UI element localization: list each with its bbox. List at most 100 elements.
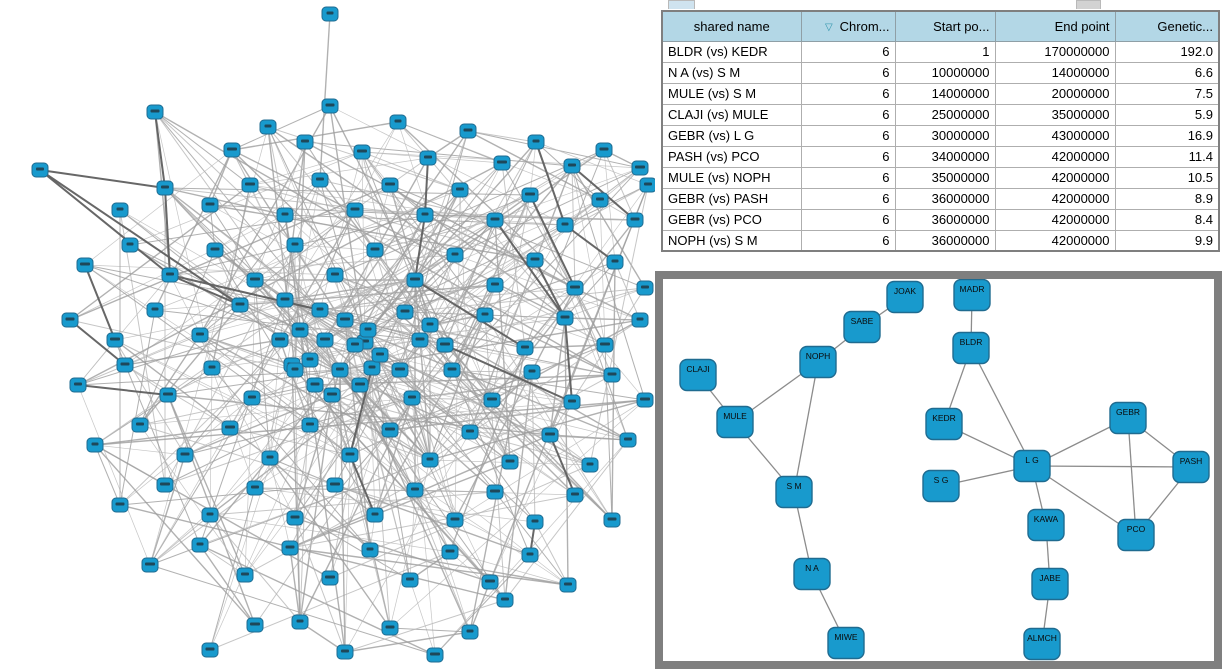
network-node[interactable] bbox=[521, 187, 539, 203]
network-edge[interactable] bbox=[289, 461, 511, 549]
network-node[interactable] bbox=[406, 482, 424, 498]
network-edge[interactable] bbox=[534, 259, 566, 319]
network-edge[interactable] bbox=[139, 397, 413, 426]
network-edge[interactable] bbox=[94, 399, 646, 446]
network-node-bldr[interactable]: BLDR bbox=[952, 331, 990, 365]
network-node[interactable] bbox=[526, 252, 544, 268]
network-node[interactable] bbox=[596, 337, 614, 353]
network-node[interactable] bbox=[361, 542, 379, 558]
network-node[interactable] bbox=[476, 307, 494, 323]
network-node[interactable] bbox=[176, 447, 194, 463]
network-edge[interactable] bbox=[331, 184, 391, 396]
network-node[interactable] bbox=[261, 450, 279, 466]
table-cell[interactable]: PASH (vs) PCO bbox=[661, 145, 802, 168]
network-edge[interactable] bbox=[289, 547, 301, 623]
table-cell[interactable]: 14000000 bbox=[894, 82, 996, 105]
node-shape[interactable] bbox=[1013, 449, 1051, 483]
network-node[interactable] bbox=[451, 182, 469, 198]
network-node-l-g[interactable]: L G bbox=[1013, 449, 1051, 483]
column-header-genetic-[interactable]: Genetic... bbox=[1114, 10, 1220, 42]
network-edge[interactable] bbox=[69, 214, 286, 321]
table-cell[interactable]: BLDR (vs) KEDR bbox=[661, 40, 802, 63]
network-node[interactable] bbox=[156, 477, 174, 493]
network-node[interactable] bbox=[566, 280, 584, 296]
network-edge[interactable] bbox=[451, 284, 496, 371]
node-shape[interactable] bbox=[886, 280, 924, 314]
network-node[interactable] bbox=[419, 150, 437, 166]
network-edge[interactable] bbox=[424, 157, 429, 216]
network-edge[interactable] bbox=[331, 394, 431, 461]
network-node[interactable] bbox=[389, 114, 407, 130]
network-edge[interactable] bbox=[334, 194, 531, 276]
network-node[interactable] bbox=[421, 452, 439, 468]
network-node[interactable] bbox=[436, 337, 454, 353]
network-edge[interactable] bbox=[564, 224, 616, 263]
network-edge[interactable] bbox=[339, 369, 573, 403]
network-edge[interactable] bbox=[199, 459, 431, 546]
network-edge[interactable] bbox=[249, 151, 363, 186]
network-node[interactable] bbox=[341, 447, 359, 463]
network-edge[interactable] bbox=[361, 151, 366, 343]
network-node[interactable] bbox=[363, 360, 381, 376]
network-edge[interactable] bbox=[379, 354, 471, 633]
table-cell[interactable]: 192.0 bbox=[1114, 40, 1220, 63]
node-shape[interactable] bbox=[1172, 450, 1210, 484]
network-edge[interactable] bbox=[254, 487, 536, 523]
network-edge[interactable] bbox=[454, 189, 461, 521]
network-node[interactable] bbox=[221, 420, 239, 436]
network-edge[interactable] bbox=[199, 544, 436, 656]
table-cell[interactable]: 25000000 bbox=[894, 103, 996, 126]
table-cell[interactable]: 6 bbox=[800, 40, 896, 63]
table-row[interactable]: GEBR (vs) PCO 6 36000000 42000000 8.4 bbox=[661, 208, 1220, 231]
network-edge[interactable] bbox=[344, 431, 471, 653]
node-shape[interactable] bbox=[679, 358, 717, 392]
network-node[interactable] bbox=[321, 570, 339, 586]
network-edge[interactable] bbox=[389, 399, 646, 629]
network-edge[interactable] bbox=[501, 162, 606, 346]
network-node[interactable] bbox=[381, 177, 399, 193]
table-row[interactable]: BLDR (vs) KEDR 6 1 170000000 192.0 bbox=[661, 40, 1220, 63]
network-edge[interactable] bbox=[284, 279, 416, 301]
network-node[interactable] bbox=[276, 292, 294, 308]
node-shape[interactable] bbox=[953, 279, 991, 312]
network-node[interactable] bbox=[301, 417, 319, 433]
network-edge[interactable] bbox=[119, 364, 293, 506]
network-node[interactable] bbox=[121, 237, 139, 253]
network-edge[interactable] bbox=[319, 179, 496, 221]
table-cell[interactable]: 6 bbox=[800, 208, 896, 231]
network-node[interactable] bbox=[291, 614, 309, 630]
network-edge[interactable] bbox=[294, 244, 376, 251]
network-node[interactable] bbox=[191, 327, 209, 343]
table-cell[interactable]: 36000000 bbox=[894, 229, 996, 252]
network-node[interactable] bbox=[523, 364, 541, 380]
network-edge[interactable] bbox=[119, 309, 156, 506]
network-edge[interactable] bbox=[167, 369, 341, 396]
network-edge[interactable] bbox=[454, 287, 576, 521]
network-edge[interactable] bbox=[251, 279, 256, 399]
table-cell[interactable]: 6 bbox=[800, 229, 896, 252]
table-cell[interactable]: 30000000 bbox=[894, 124, 996, 147]
network-node[interactable] bbox=[31, 162, 49, 178]
network-node[interactable] bbox=[486, 277, 504, 293]
network-edge[interactable] bbox=[119, 209, 166, 486]
network-node[interactable] bbox=[556, 310, 574, 326]
network-edge[interactable] bbox=[199, 179, 321, 336]
network-node[interactable] bbox=[159, 387, 177, 403]
network-edge[interactable] bbox=[429, 347, 526, 461]
network-node[interactable] bbox=[191, 537, 209, 553]
network-edge[interactable] bbox=[164, 187, 286, 216]
network-node[interactable] bbox=[631, 312, 649, 328]
network-edge[interactable] bbox=[251, 384, 316, 399]
network-edge[interactable] bbox=[231, 105, 331, 151]
table-cell[interactable]: 36000000 bbox=[894, 187, 996, 210]
table-cell[interactable]: CLAJI (vs) MULE bbox=[661, 103, 802, 126]
table-cell[interactable]: 42000000 bbox=[994, 208, 1116, 231]
network-node[interactable] bbox=[271, 332, 289, 348]
network-edge[interactable] bbox=[231, 149, 566, 319]
network-node[interactable] bbox=[639, 177, 655, 193]
network-edge[interactable] bbox=[94, 427, 231, 446]
network-node[interactable] bbox=[493, 155, 511, 171]
network-node[interactable] bbox=[401, 572, 419, 588]
network-node[interactable] bbox=[626, 212, 644, 228]
network-node[interactable] bbox=[559, 577, 577, 593]
